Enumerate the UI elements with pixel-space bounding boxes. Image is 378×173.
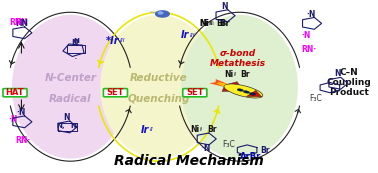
Text: F₃C: F₃C	[223, 140, 235, 149]
Text: N: N	[221, 2, 228, 11]
Text: *Ir: *Ir	[106, 36, 119, 46]
Text: σ-bond
Metathesis: σ-bond Metathesis	[210, 49, 266, 68]
Text: ·N: ·N	[307, 10, 316, 19]
Text: ·N: ·N	[201, 144, 211, 153]
Text: RN·: RN·	[16, 136, 31, 145]
Text: N: N	[71, 39, 77, 48]
Text: Quenching: Quenching	[127, 94, 190, 104]
Text: Br: Br	[241, 70, 250, 79]
Text: F₃C: F₃C	[309, 94, 322, 103]
Text: Radical: Radical	[49, 94, 91, 104]
Text: N: N	[63, 113, 70, 122]
Ellipse shape	[237, 89, 243, 91]
Text: RN: RN	[16, 18, 28, 27]
Text: II: II	[200, 127, 203, 132]
Ellipse shape	[181, 15, 298, 159]
Text: III: III	[189, 33, 195, 38]
Text: III: III	[209, 21, 214, 26]
Text: N,: N,	[57, 123, 65, 129]
Text: Br: Br	[260, 145, 270, 154]
Text: HN: HN	[15, 19, 28, 28]
Polygon shape	[225, 82, 240, 86]
Text: Ni: Ni	[224, 70, 233, 79]
Polygon shape	[216, 82, 226, 86]
Text: Ni: Ni	[200, 19, 209, 28]
Text: ·N: ·N	[302, 31, 311, 40]
Text: ·N: ·N	[17, 108, 26, 117]
Text: RN·: RN·	[302, 45, 317, 54]
Text: ArBr: ArBr	[240, 152, 262, 161]
FancyBboxPatch shape	[183, 89, 207, 97]
Ellipse shape	[249, 93, 256, 95]
Polygon shape	[222, 85, 231, 92]
Text: C–N
Coupling
Product: C–N Coupling Product	[326, 67, 371, 97]
Text: Ni: Ni	[200, 19, 209, 28]
Ellipse shape	[243, 91, 249, 93]
Text: ·N: ·N	[8, 115, 18, 124]
Text: HAT: HAT	[6, 88, 24, 97]
Polygon shape	[246, 90, 262, 97]
Text: N-Center: N-Center	[44, 73, 96, 83]
FancyBboxPatch shape	[3, 89, 27, 97]
Text: Ir: Ir	[141, 125, 149, 135]
Text: Radical Mechanism: Radical Mechanism	[114, 154, 264, 168]
Text: SET: SET	[107, 88, 124, 97]
Text: II: II	[234, 72, 237, 77]
Text: Br: Br	[219, 19, 229, 28]
Text: III: III	[120, 38, 125, 43]
Text: N: N	[334, 70, 341, 79]
Text: N: N	[73, 38, 79, 44]
Text: N:: N:	[70, 123, 79, 129]
Text: Br: Br	[207, 125, 216, 134]
Text: II: II	[150, 127, 154, 132]
Polygon shape	[209, 79, 227, 86]
Ellipse shape	[224, 84, 263, 98]
Circle shape	[156, 11, 169, 17]
Text: Ni: Ni	[190, 125, 199, 134]
Text: Br: Br	[216, 19, 226, 28]
Text: ·: ·	[74, 54, 78, 65]
Ellipse shape	[12, 15, 129, 159]
Text: RN: RN	[9, 18, 21, 27]
Ellipse shape	[101, 15, 217, 159]
Text: Ir: Ir	[180, 30, 189, 40]
Text: Reductive: Reductive	[130, 73, 187, 83]
Text: SET: SET	[186, 88, 204, 97]
FancyBboxPatch shape	[104, 89, 127, 97]
Text: III: III	[210, 21, 215, 26]
Circle shape	[158, 12, 163, 14]
